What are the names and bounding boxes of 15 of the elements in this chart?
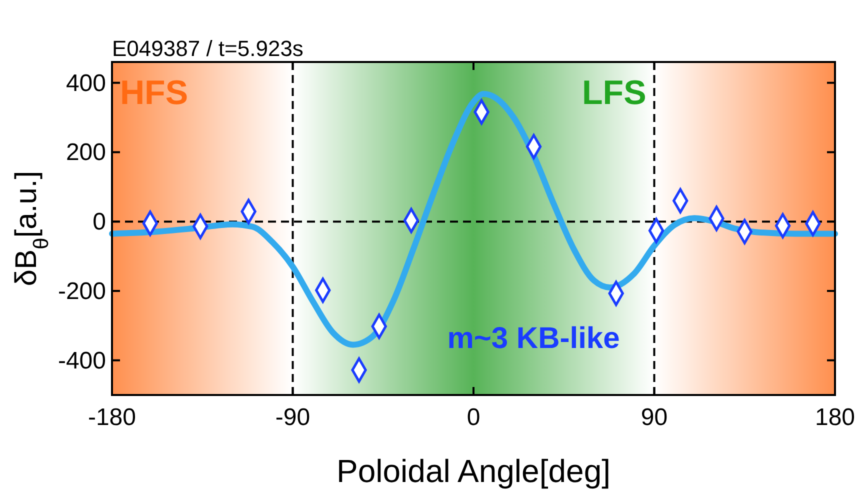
x-tick-label: 180 <box>814 404 856 431</box>
x-tick-label: 90 <box>640 404 668 431</box>
y-tick-label: 200 <box>66 139 106 166</box>
x-tick-label: -90 <box>275 404 310 431</box>
x-tick-label: 0 <box>466 404 480 431</box>
band-label: HFS <box>120 74 188 112</box>
x-tick-label: -180 <box>88 404 136 431</box>
y-tick-label: 400 <box>66 70 106 97</box>
y-tick-label: -400 <box>58 347 106 374</box>
x-axis-title: Poloidal Angle[deg] <box>336 453 610 489</box>
annotation: m~3 KB-like <box>447 322 620 355</box>
y-tick-label: 0 <box>92 208 106 236</box>
chart-title: E049387 / t=5.923s <box>112 36 304 61</box>
band-label: LFS <box>582 74 646 112</box>
y-tick-label: -200 <box>58 278 106 305</box>
